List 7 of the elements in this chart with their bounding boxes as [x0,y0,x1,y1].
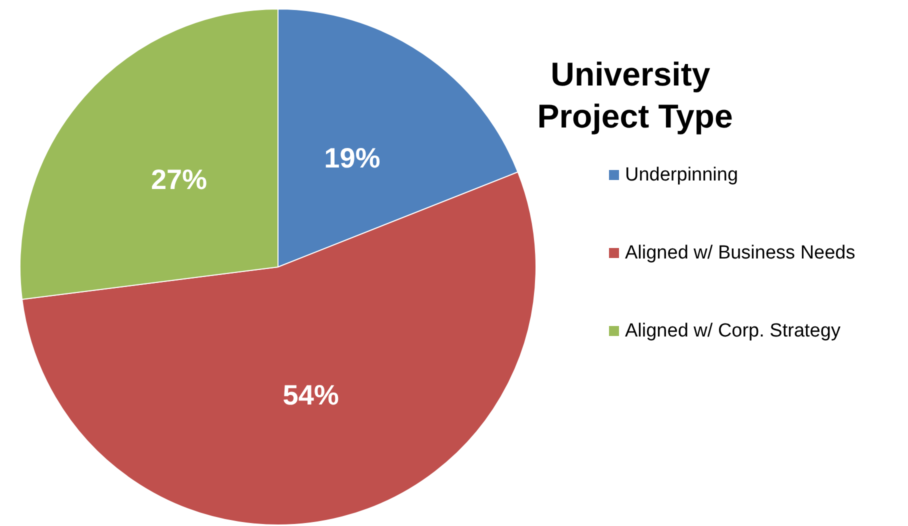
data-label: 54% [282,379,339,410]
legend-label: Aligned w/ Corp. Strategy [625,320,841,342]
legend-label: Underpinning [625,164,738,186]
legend-label: Aligned w/ Business Needs [625,242,856,264]
data-label: 19% [324,142,380,174]
text: University Project Type [537,56,733,134]
data-label: 27% [150,164,208,196]
